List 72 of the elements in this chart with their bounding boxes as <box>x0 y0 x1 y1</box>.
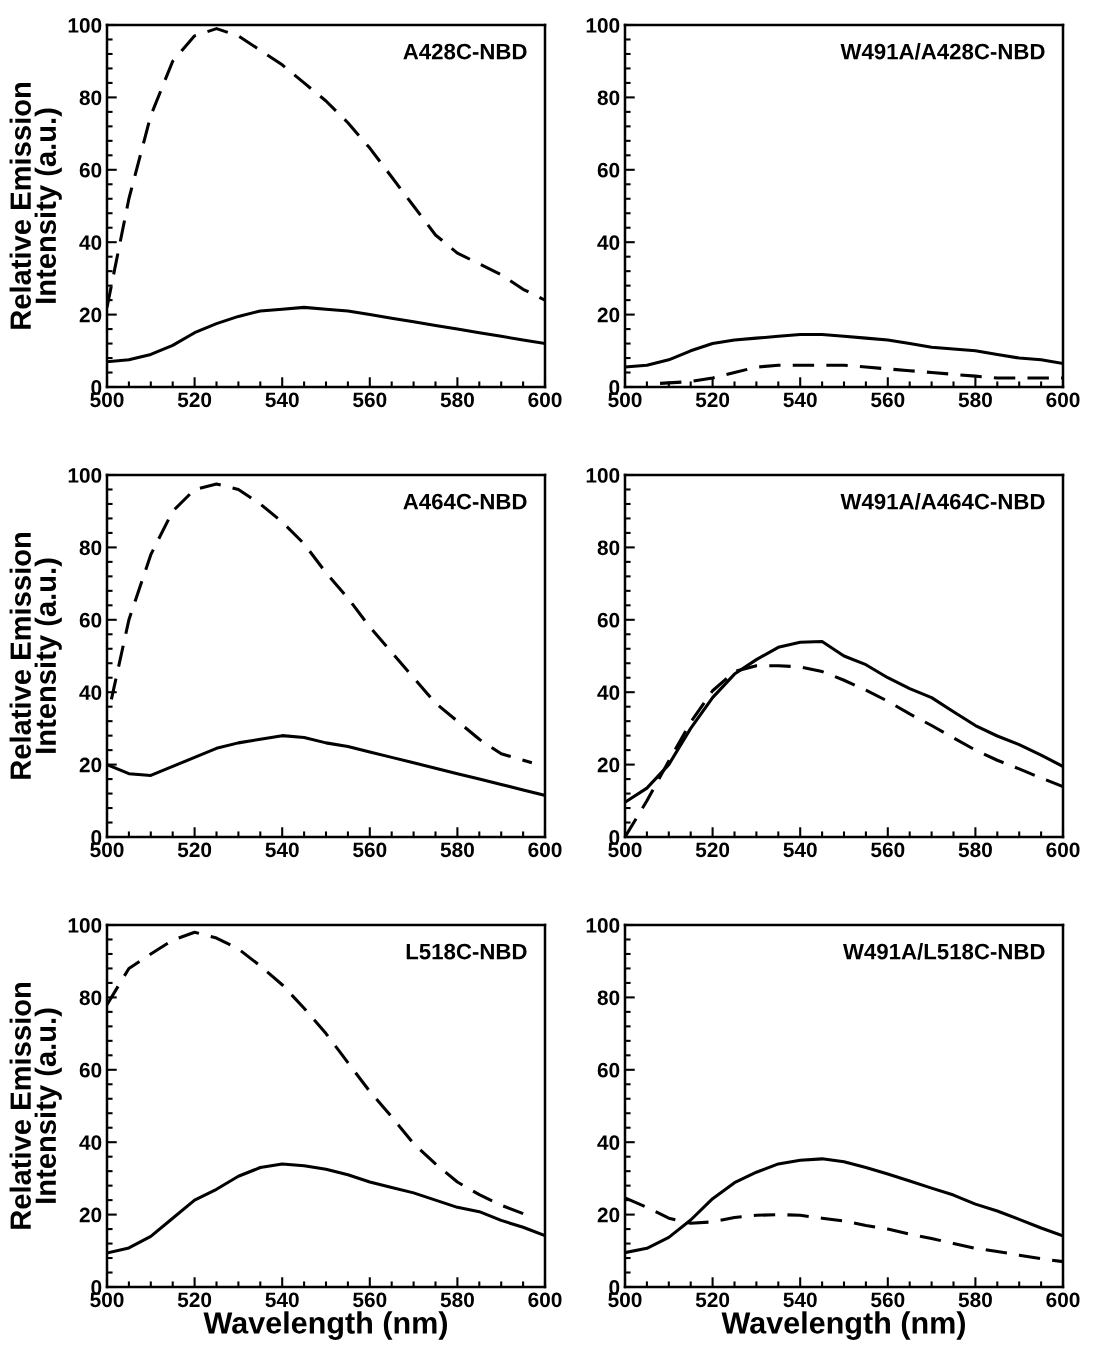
text: W491A/L518C-NBD <box>842 943 1045 960</box>
x-tick-label: 580 <box>958 1292 992 1308</box>
x-tick-label: 580 <box>440 392 474 408</box>
x-tick-label: 560 <box>871 392 905 408</box>
y-axis-title: Relative Emission Intensity (a.u.) <box>9 982 62 1229</box>
line-series <box>109 482 534 765</box>
text: W491A/A428C-NBD <box>840 43 1045 60</box>
x-tick-label: 540 <box>783 842 817 858</box>
x-tick-label: 560 <box>353 392 387 408</box>
y-tick-label: 60 <box>79 1062 102 1078</box>
y-tick-label: 60 <box>597 162 620 178</box>
y-tick-label: 40 <box>597 685 620 700</box>
y-tick-label: 100 <box>68 18 102 33</box>
x-tick-label: 600 <box>528 392 562 408</box>
y-tick-label: 80 <box>79 990 102 1006</box>
x-tick-label: 520 <box>177 842 212 858</box>
y-tick-label: 20 <box>597 757 620 773</box>
y-tick-label: 20 <box>597 307 620 323</box>
y-tick-label: 20 <box>79 1207 102 1223</box>
x-tick-label: 580 <box>958 842 992 858</box>
y-tick-label: 20 <box>79 757 102 773</box>
x-tick-label: 520 <box>177 392 212 408</box>
x-tick-label: 600 <box>1046 842 1080 858</box>
x-tick-label: 520 <box>695 842 730 858</box>
y-tick-label: 60 <box>79 612 102 628</box>
text: A464C-NBD <box>403 493 527 510</box>
x-tick-label: 540 <box>265 1292 299 1308</box>
x-tick-label: 540 <box>783 392 817 408</box>
y-tick-label: 100 <box>68 918 102 933</box>
x-tick-label: 520 <box>177 1292 212 1308</box>
y-tick-label: 40 <box>79 685 102 700</box>
x-tick-label: 560 <box>353 1292 387 1308</box>
y-tick-label: 60 <box>597 612 620 628</box>
x-tick-label: 560 <box>871 842 905 858</box>
text: W491A/A464C-NBD <box>840 493 1045 510</box>
y-tick-label: 100 <box>586 468 620 483</box>
y-tick-label: 40 <box>79 235 102 250</box>
y-tick-label: 80 <box>79 90 102 106</box>
text: L518C-NBD <box>406 943 527 960</box>
y-tick-label: 60 <box>597 1062 620 1078</box>
y-tick-label: 100 <box>586 918 620 933</box>
x-tick-label: 540 <box>265 842 299 858</box>
y-tick-label: 40 <box>597 1135 620 1150</box>
y-tick-label: 20 <box>597 1207 620 1223</box>
x-tick-label: 540 <box>265 392 299 408</box>
y-tick-label: 100 <box>586 18 620 33</box>
y-tick-label: 100 <box>68 468 102 483</box>
y-axis-title: Relative Emission Intensity (a.u.) <box>9 532 62 779</box>
y-tick-label: 80 <box>597 540 620 556</box>
x-tick-label: 560 <box>871 1292 905 1308</box>
y-tick-label: 40 <box>597 235 620 250</box>
x-tick-label: 600 <box>1046 392 1080 408</box>
x-tick-label: 580 <box>440 842 474 858</box>
x-tick-label: 560 <box>353 842 387 858</box>
y-tick-label: 60 <box>79 162 102 178</box>
text: A428C-NBD <box>403 43 527 60</box>
x-tick-label: 580 <box>958 392 992 408</box>
x-tick-label: 580 <box>440 1292 474 1308</box>
x-axis-title: Wavelength (nm) <box>721 1311 965 1340</box>
y-tick-label: 80 <box>79 540 102 556</box>
x-axis-title: Wavelength (nm) <box>203 1311 447 1340</box>
y-tick-label: 80 <box>597 90 620 106</box>
x-tick-label: 520 <box>695 392 730 408</box>
x-tick-label: 540 <box>783 1292 817 1308</box>
x-tick-label: 600 <box>528 842 562 858</box>
y-tick-label: 80 <box>597 990 620 1006</box>
y-tick-label: 20 <box>79 307 102 323</box>
y-axis-title: Relative Emission Intensity (a.u.) <box>9 82 62 329</box>
x-tick-label: 600 <box>528 1292 562 1308</box>
y-tick-label: 40 <box>79 1135 102 1150</box>
x-tick-label: 600 <box>1046 1292 1080 1308</box>
x-tick-label: 520 <box>695 1292 730 1308</box>
